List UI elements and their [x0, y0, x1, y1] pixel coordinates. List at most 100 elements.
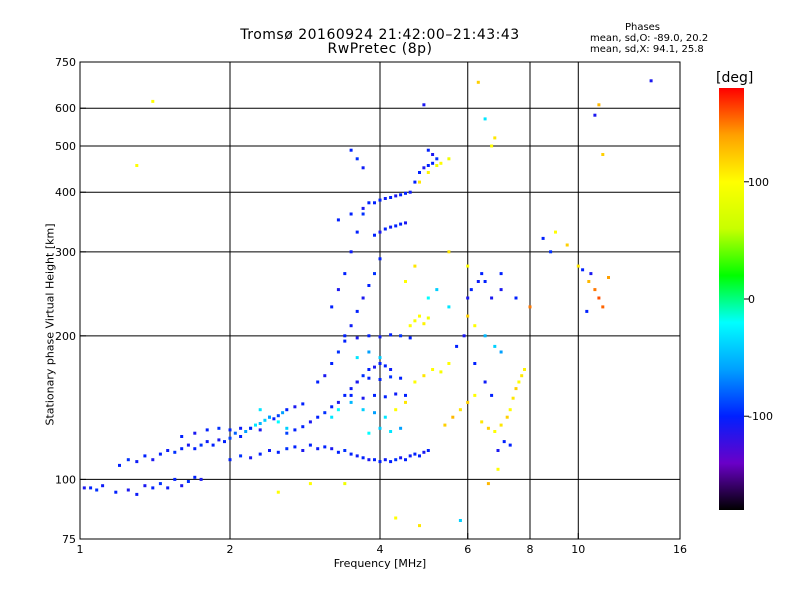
echo-point — [258, 408, 262, 412]
echo-point — [193, 475, 197, 479]
echo-point — [367, 284, 371, 287]
echo-point — [239, 454, 243, 458]
echo-point — [373, 201, 376, 205]
echo-point — [514, 387, 518, 391]
echo-point — [378, 378, 382, 381]
echo-point — [483, 280, 487, 283]
echo-point — [426, 171, 430, 174]
stats-line-x: mean, sd,X: 94.1, 25.8 — [590, 44, 704, 55]
echo-point — [389, 368, 393, 371]
echo-point — [383, 364, 387, 368]
echo-point — [323, 374, 327, 378]
echo-point — [408, 454, 412, 458]
echo-point — [343, 449, 347, 452]
echo-point — [336, 408, 340, 412]
echo-point — [258, 422, 262, 425]
echo-point — [502, 440, 506, 444]
echo-point — [490, 144, 494, 148]
echo-point — [254, 423, 257, 427]
y-tick-label: 75 — [62, 533, 76, 546]
echo-point — [349, 148, 353, 152]
echo-point — [473, 393, 477, 397]
echo-point — [431, 368, 435, 371]
echo-point — [373, 411, 376, 415]
echo-point — [399, 222, 403, 226]
echo-point — [239, 426, 243, 430]
y-tick-label: 600 — [55, 102, 76, 115]
echo-point — [166, 449, 170, 452]
echo-point — [426, 296, 430, 300]
echo-point — [466, 264, 470, 268]
echo-point — [173, 477, 177, 481]
echo-point — [447, 305, 451, 309]
echo-point — [383, 197, 387, 200]
echo-point — [95, 488, 99, 492]
echo-point — [336, 400, 340, 404]
echo-point — [272, 417, 276, 421]
echo-point — [378, 335, 382, 339]
echo-point — [593, 288, 597, 292]
echo-point — [223, 440, 226, 444]
phase-stats: Phases mean, sd,O: -89.0, 20.2 mean, sd,… — [590, 22, 730, 55]
echo-point — [422, 322, 426, 326]
echo-point — [285, 426, 289, 430]
echo-point — [343, 482, 347, 486]
echo-point — [399, 376, 403, 380]
echo-point — [349, 400, 353, 404]
echo-point — [458, 519, 462, 522]
echo-point — [101, 484, 105, 488]
echo-point — [466, 314, 470, 318]
echo-point — [373, 393, 376, 397]
echo-point — [418, 454, 421, 458]
echo-point — [499, 423, 503, 427]
echo-point — [308, 482, 312, 486]
colorbar — [719, 88, 744, 510]
echo-point — [493, 430, 497, 433]
echo-point — [466, 296, 470, 300]
echo-point — [597, 103, 601, 107]
echo-point — [493, 136, 497, 140]
echo-point — [336, 450, 340, 454]
echo-point — [349, 393, 353, 397]
y-tick-label: 500 — [55, 140, 76, 153]
echo-point — [355, 157, 359, 161]
echo-point — [486, 426, 490, 430]
echo-point — [361, 374, 365, 378]
echo-point — [293, 428, 297, 432]
echo-point — [316, 415, 320, 419]
echo-point — [205, 440, 209, 444]
echo-point — [422, 103, 426, 107]
echo-point — [281, 411, 285, 415]
echo-point — [233, 431, 237, 435]
echo-point — [389, 333, 393, 337]
x-axis-label: Frequency [MHz] — [333, 557, 427, 570]
y-tick-label: 100 — [55, 473, 76, 486]
echo-point — [426, 148, 430, 152]
echo-point — [601, 153, 605, 156]
echo-point — [180, 435, 184, 438]
stats-line-o: mean, sd,O: -89.0, 20.2 — [590, 33, 709, 44]
echo-point — [355, 336, 359, 340]
echo-point — [301, 449, 305, 452]
echo-point — [399, 426, 403, 430]
echo-point — [193, 431, 197, 435]
echo-point — [418, 314, 421, 318]
echo-point — [483, 117, 487, 121]
x-tick-label: 4 — [377, 543, 384, 556]
echo-point — [418, 524, 421, 528]
echo-point — [378, 230, 382, 234]
echo-point — [343, 272, 347, 276]
echo-point — [422, 166, 426, 170]
echo-point — [126, 458, 130, 462]
echo-point — [431, 161, 435, 165]
echo-point — [330, 305, 334, 309]
echo-point — [301, 402, 305, 406]
echo-point — [413, 264, 417, 268]
echo-point — [413, 180, 417, 184]
echo-point — [426, 449, 430, 452]
echo-point — [447, 250, 451, 254]
echo-point — [486, 482, 490, 486]
echo-point — [343, 393, 347, 397]
echo-point — [426, 164, 430, 167]
